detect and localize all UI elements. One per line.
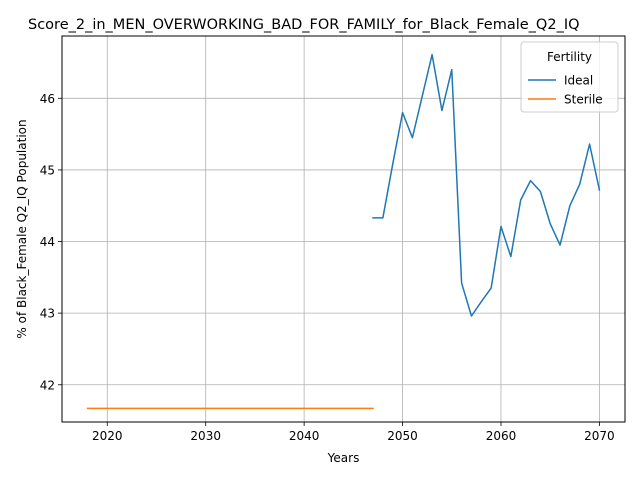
legend-title: Fertility: [547, 50, 592, 64]
x-axis-label: Years: [327, 451, 360, 465]
series-layer: [86, 53, 601, 410]
y-tick-label: 42: [40, 378, 55, 392]
y-axis-label: % of Black_Female Q2_IQ Population: [15, 119, 29, 338]
x-tick-label: 2060: [486, 429, 517, 443]
y-tick-label: 43: [40, 307, 55, 321]
legend-box: [520, 41, 619, 113]
series-line-ideal: [372, 53, 601, 317]
legend-label-ideal: Ideal: [564, 74, 593, 88]
x-tick-label: 2070: [584, 429, 615, 443]
tick-layer: 2020 2030 2040 2050 2060 2070 42 43 44 45 46: [40, 92, 615, 443]
x-tick-label: 2040: [289, 429, 320, 443]
y-tick-label: 45: [40, 163, 55, 177]
x-tick-label: 2030: [190, 429, 221, 443]
x-tick-label: 2020: [92, 429, 123, 443]
legend-label-sterile: Sterile: [564, 93, 603, 107]
y-tick-label: 46: [40, 92, 55, 106]
x-tick-label: 2050: [387, 429, 418, 443]
plot-frame: [61, 35, 626, 423]
legend: Fertility Ideal Sterile: [520, 41, 619, 113]
y-tick-label: 44: [40, 235, 55, 249]
chart-title: Score_2_in_MEN_OVERWORKING_BAD_FOR_FAMIL…: [28, 17, 580, 33]
